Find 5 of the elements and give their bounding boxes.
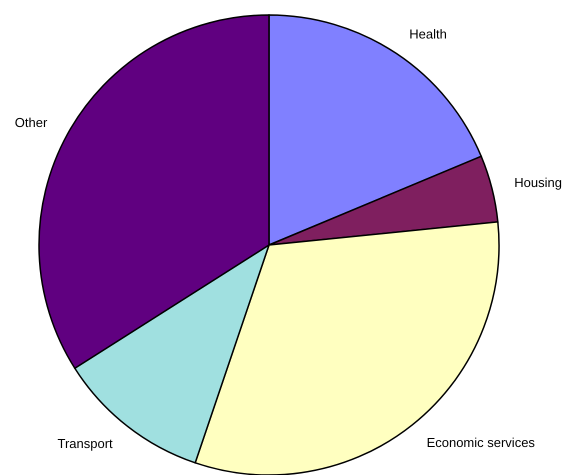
slice-label: Transport bbox=[58, 436, 114, 451]
slice-label: Housing bbox=[514, 174, 562, 190]
slice-label: Economic services bbox=[426, 434, 536, 450]
slice-label: Other bbox=[14, 115, 48, 130]
slice-label: Health bbox=[409, 26, 447, 42]
